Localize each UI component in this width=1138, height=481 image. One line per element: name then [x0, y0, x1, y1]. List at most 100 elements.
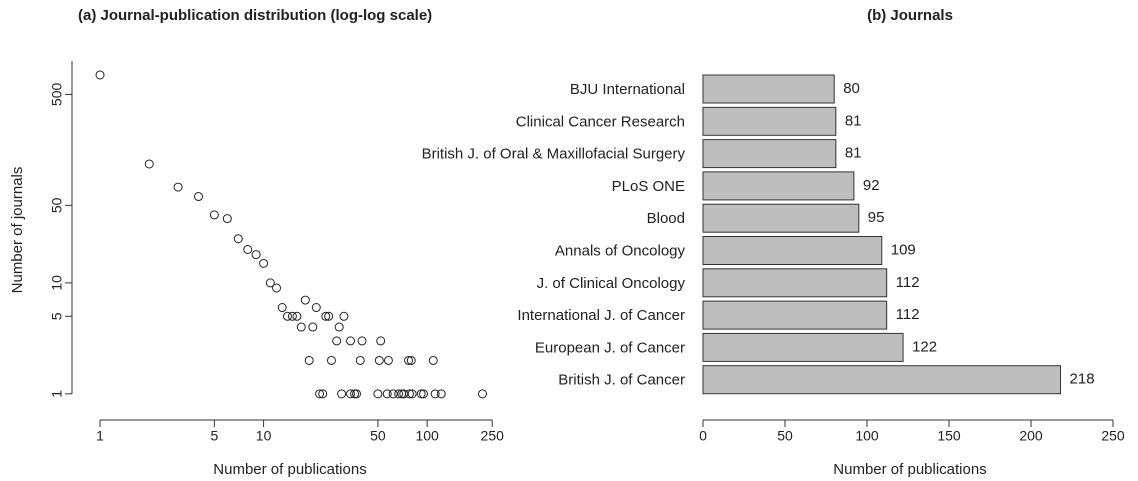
point — [265, 278, 275, 288]
point — [222, 214, 232, 224]
point — [416, 389, 426, 399]
point — [430, 389, 440, 399]
point — [315, 389, 325, 399]
point — [95, 70, 105, 80]
x-tick-label: 50 — [370, 428, 386, 444]
x-tick-label: 1 — [96, 428, 104, 444]
category-label: European J. of Cancer — [535, 339, 685, 356]
bar-label: 218 — [1070, 371, 1095, 388]
point — [326, 355, 336, 365]
x-tick-label: 150 — [937, 428, 961, 444]
point — [321, 311, 331, 321]
point — [346, 389, 356, 399]
category-label: J. of Clinical Oncology — [537, 275, 686, 292]
category-label: BJU International — [570, 81, 685, 98]
point — [311, 303, 321, 313]
category-label: Blood — [647, 210, 685, 227]
point — [477, 389, 487, 399]
x-tick-label: 200 — [1019, 428, 1043, 444]
bar-label: 92 — [863, 177, 880, 194]
bar — [702, 365, 1062, 395]
point — [304, 355, 314, 365]
point — [355, 355, 365, 365]
point — [382, 389, 392, 399]
y-tick-label: 1 — [49, 390, 65, 398]
x-tick-label: 50 — [777, 428, 793, 444]
x-axis-label: Number of publications — [213, 461, 366, 478]
point — [352, 389, 362, 399]
bar — [702, 203, 860, 233]
bar — [702, 332, 904, 362]
bar — [702, 300, 888, 330]
point — [339, 311, 349, 321]
point — [324, 311, 334, 321]
y-tick-label: 500 — [49, 83, 65, 107]
bar — [702, 74, 835, 104]
point — [334, 322, 344, 332]
bar — [702, 139, 837, 169]
x-tick-label: 250 — [1101, 428, 1125, 444]
x-tick-label: 100 — [855, 428, 879, 444]
bar — [702, 236, 883, 265]
bar-label: 112 — [896, 306, 920, 323]
point — [404, 355, 414, 365]
point — [194, 192, 204, 202]
point — [233, 234, 243, 244]
point — [383, 355, 393, 365]
point — [394, 389, 404, 399]
point — [436, 389, 446, 399]
point — [292, 311, 302, 321]
point — [296, 322, 306, 332]
point — [337, 389, 347, 399]
point — [173, 182, 183, 192]
x-tick-label: 0 — [699, 428, 707, 444]
point — [308, 322, 318, 332]
point — [277, 303, 287, 313]
point — [407, 389, 417, 399]
bar-label: 95 — [868, 209, 885, 226]
point — [373, 389, 383, 399]
bar-label: 122 — [912, 338, 937, 355]
category-label: British J. of Cancer — [558, 372, 685, 389]
chart-title: (b) Journals — [867, 7, 953, 24]
point — [404, 389, 414, 399]
chart-title: (a) Journal-publication distribution (lo… — [78, 7, 432, 24]
point — [332, 336, 342, 346]
point — [259, 258, 269, 268]
bar-label: 109 — [891, 241, 916, 258]
y-axis-label: Number of journals — [9, 167, 26, 294]
x-tick-label: 10 — [256, 428, 272, 444]
point — [418, 389, 428, 399]
bar — [702, 171, 855, 201]
category-label: British J. of Oral & Maxillofacial Surge… — [422, 146, 686, 163]
bar-label: 81 — [845, 112, 862, 129]
point — [251, 250, 261, 260]
point — [300, 295, 310, 305]
y-tick-label: 5 — [49, 312, 65, 320]
x-tick-label: 250 — [481, 428, 505, 444]
point — [357, 336, 367, 346]
bar-label: 81 — [845, 145, 862, 162]
category-label: PLoS ONE — [612, 178, 685, 195]
point — [346, 336, 356, 346]
bar — [702, 106, 837, 136]
point — [144, 159, 154, 169]
point — [376, 336, 386, 346]
point — [318, 389, 328, 399]
point — [272, 283, 282, 293]
point — [428, 355, 438, 365]
x-tick-label: 100 — [415, 428, 439, 444]
x-axis-label: Number of publications — [833, 461, 986, 478]
category-label: Clinical Cancer Research — [516, 113, 685, 130]
category-label: International J. of Cancer — [517, 307, 685, 324]
x-tick-label: 5 — [210, 428, 218, 444]
point — [388, 389, 398, 399]
point — [406, 355, 416, 365]
bar-label: 112 — [896, 274, 920, 291]
point — [209, 210, 219, 220]
point — [287, 311, 297, 321]
point — [374, 355, 384, 365]
bar-label: 80 — [843, 80, 860, 97]
point — [282, 311, 292, 321]
